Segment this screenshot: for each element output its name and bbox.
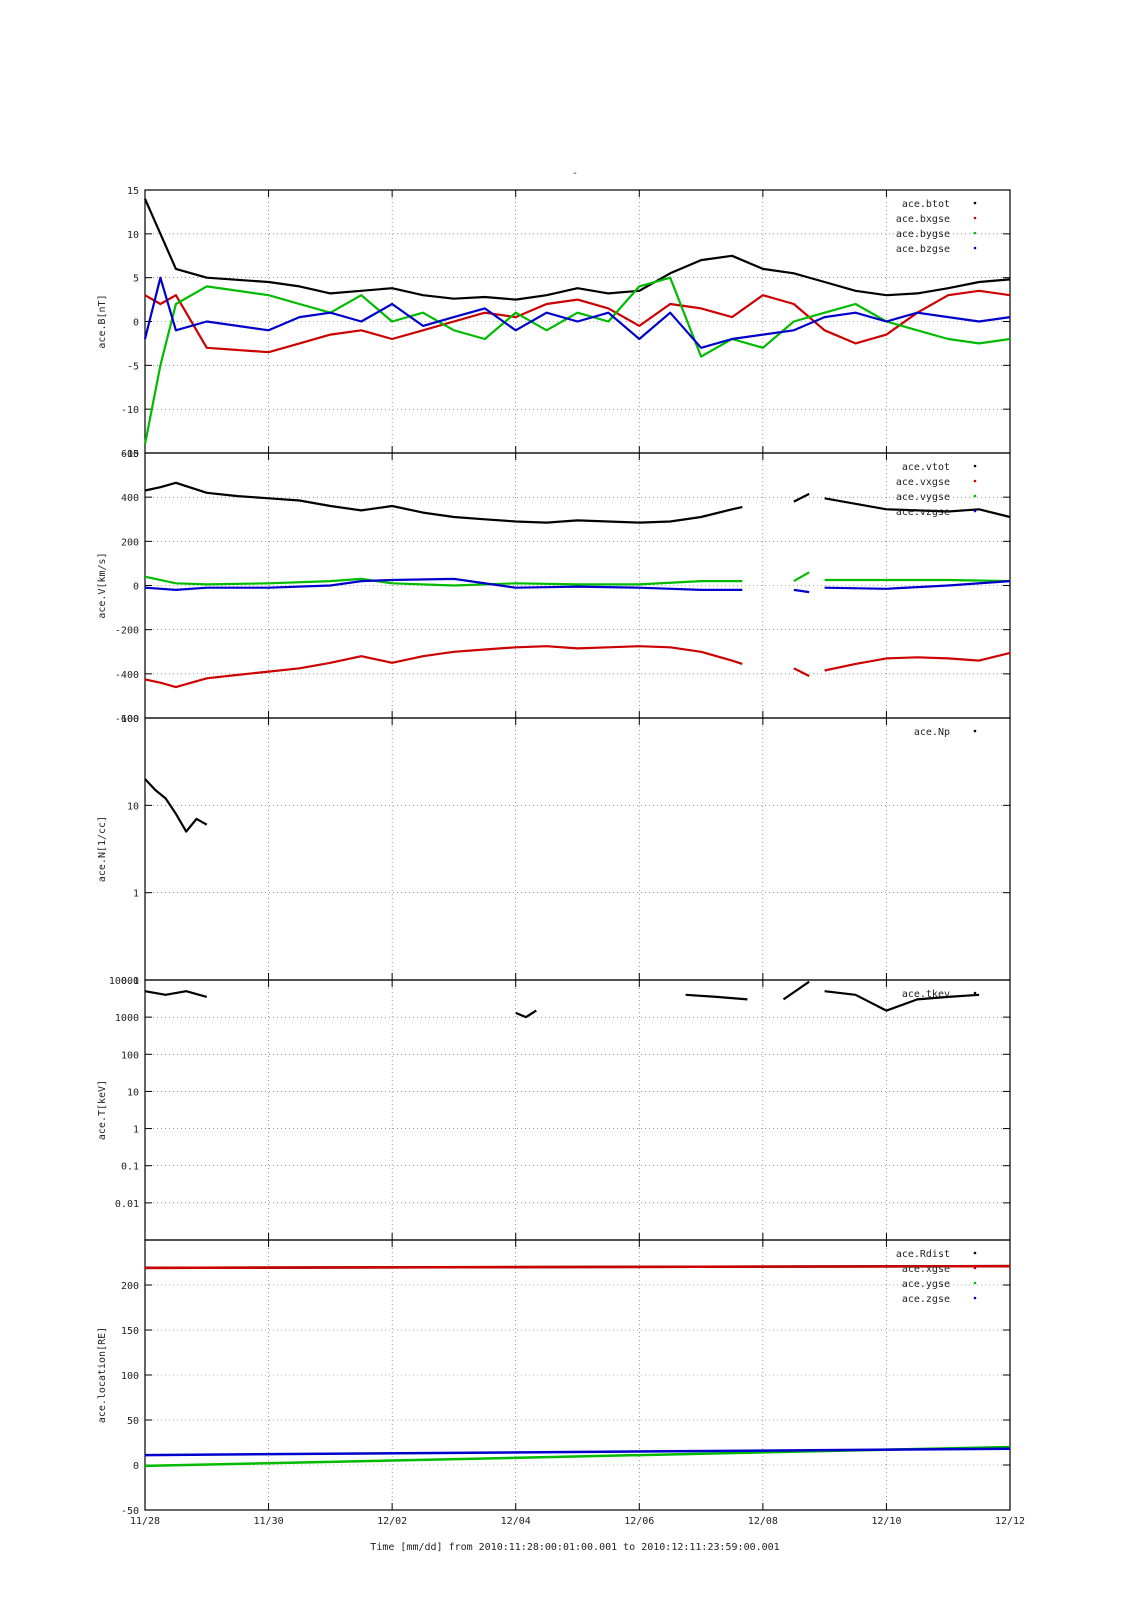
- series-ace-vzgse: [144, 577, 1011, 594]
- x-tick-label: 12/08: [748, 1516, 778, 1527]
- legend-label: ace.xgse: [902, 1264, 950, 1275]
- series-ace-bzgse: [143, 276, 1011, 349]
- series-ace-vtot: [144, 481, 1011, 524]
- panel-4: 0.01 0.1 1 10 100 1000 10000 ace.T[keV] ace.tkev: [97, 976, 1011, 1241]
- legend-marker: [973, 479, 977, 483]
- y-tick-label: -400: [115, 670, 139, 681]
- y-axis-label: ace.location[RE]: [97, 1327, 108, 1423]
- y-tick-label: 0: [133, 1461, 139, 1472]
- panel-5: -50 0 50 100 150 200 ace.location[RE] ace.Rdist…: [97, 1239, 1025, 1527]
- x-tick-label: 12/02: [377, 1516, 407, 1527]
- legend-label: ace.vtot: [902, 462, 950, 473]
- legend-label: ace.vzgse: [896, 507, 950, 518]
- legend-label: ace.vygse: [896, 492, 950, 503]
- y-tick-label: 10: [127, 230, 139, 241]
- y-tick-label: 0.1: [121, 1162, 139, 1173]
- legend-marker: [973, 201, 977, 205]
- legend-label: ace.ygse: [902, 1279, 950, 1290]
- y-tick-label: -600: [115, 714, 139, 725]
- series-ace-vygse: [144, 571, 1011, 587]
- y-tick-label: 100: [121, 1050, 139, 1061]
- legend-label: ace.btot: [902, 199, 950, 210]
- series-ace-bygse: [143, 276, 1011, 445]
- series-ace-zgse: [144, 1447, 1011, 1457]
- y-axis-label: ace.V[km/s]: [97, 552, 108, 618]
- legend-marker: [973, 1281, 977, 1285]
- legend-marker: [973, 494, 977, 498]
- series-ace-vxgse: [144, 645, 1011, 689]
- series-ace-Np: [144, 778, 208, 833]
- y-axis-label: ace.N[1/cc]: [97, 816, 108, 882]
- panel-1: -15 -10 -5 0 5 10 15 ace.B[nT] ace.btot ace.bxgse…: [97, 186, 1011, 460]
- legend-marker: [973, 991, 977, 995]
- y-tick-label: -50: [121, 1506, 139, 1517]
- y-tick-label: -5: [127, 361, 139, 372]
- legend-marker: [973, 216, 977, 220]
- x-tick-label: 12/10: [871, 1516, 901, 1527]
- legend-marker: [973, 246, 977, 250]
- y-tick-label: -15: [121, 449, 139, 460]
- legend-label: ace.tkev: [902, 989, 950, 1000]
- x-tick-label: 12/04: [501, 1516, 531, 1527]
- y-tick-label: 100: [121, 1371, 139, 1382]
- y-tick-label: 400: [121, 493, 139, 504]
- panel-3: 0.1 1 10 100 ace.N[1/cc] ace.Np: [97, 714, 1011, 987]
- y-tick-label: 0.1: [121, 976, 139, 987]
- legend-label: ace.Rdist: [896, 1249, 950, 1260]
- x-tick-label: 12/06: [624, 1516, 654, 1527]
- series-ace-tkev: [144, 980, 980, 1019]
- legend-marker: [973, 464, 977, 468]
- series-ace-xgse: [144, 1264, 1011, 1270]
- legend-label: ace.bygse: [896, 229, 950, 240]
- plot-frame: [144, 717, 1011, 981]
- legend-label: ace.Np: [914, 727, 950, 738]
- y-tick-label: 1000: [115, 1013, 139, 1024]
- series-ace-bxgse: [144, 289, 1011, 354]
- y-tick-label: -10: [121, 405, 139, 416]
- y-tick-label: 15: [127, 186, 139, 197]
- y-tick-label: 0.01: [115, 1199, 139, 1210]
- y-tick-label: 1: [133, 1125, 139, 1136]
- legend-marker: [973, 231, 977, 235]
- panels: -15-10-5051015ace.B[nT]ace.btotace.bxgse…: [97, 186, 1025, 1527]
- y-tick-label: 1: [133, 889, 139, 900]
- legend-marker: [973, 509, 977, 513]
- x-tick-label: 12/12: [995, 1516, 1025, 1527]
- y-tick-label: 600: [121, 449, 139, 460]
- x-tick-label: 11/30: [254, 1516, 284, 1527]
- legend-label: ace.vxgse: [896, 477, 950, 488]
- y-tick-label: 10000: [109, 976, 139, 987]
- y-tick-label: 50: [127, 1416, 139, 1427]
- y-tick-label: 5: [133, 274, 139, 285]
- y-tick-label: 200: [121, 1281, 139, 1292]
- legend-label: ace.zgse: [902, 1294, 950, 1305]
- y-tick-label: 10: [127, 801, 139, 812]
- y-axis-label: ace.T[keV]: [97, 1080, 108, 1140]
- panel-2: -600 -400 -200 0 200 400 600 ace.V[km/s] ace.vto…: [97, 449, 1011, 725]
- y-tick-label: 0: [133, 582, 139, 593]
- y-tick-label: -200: [115, 626, 139, 637]
- legend-marker: [973, 729, 977, 733]
- x-axis-footer: Time [mm/dd] from 2010:11:28:00:01:00.00…: [370, 1542, 779, 1553]
- y-axis-label: ace.B[nT]: [97, 294, 108, 348]
- legend-marker: [973, 1266, 977, 1270]
- plot-frame: [144, 979, 1011, 1241]
- legend-marker: [973, 1251, 977, 1255]
- y-tick-label: 100: [121, 714, 139, 725]
- legend-marker: [973, 1296, 977, 1300]
- legend-label: ace.bzgse: [896, 244, 950, 255]
- figure-title: -: [572, 168, 578, 179]
- y-tick-label: 200: [121, 537, 139, 548]
- y-tick-label: 10: [127, 1087, 139, 1098]
- series-ace-btot: [143, 198, 1011, 301]
- y-tick-label: 0: [133, 318, 139, 329]
- x-tick-label: 11/28: [130, 1516, 160, 1527]
- y-tick-label: 150: [121, 1326, 139, 1337]
- legend-label: ace.bxgse: [896, 214, 950, 225]
